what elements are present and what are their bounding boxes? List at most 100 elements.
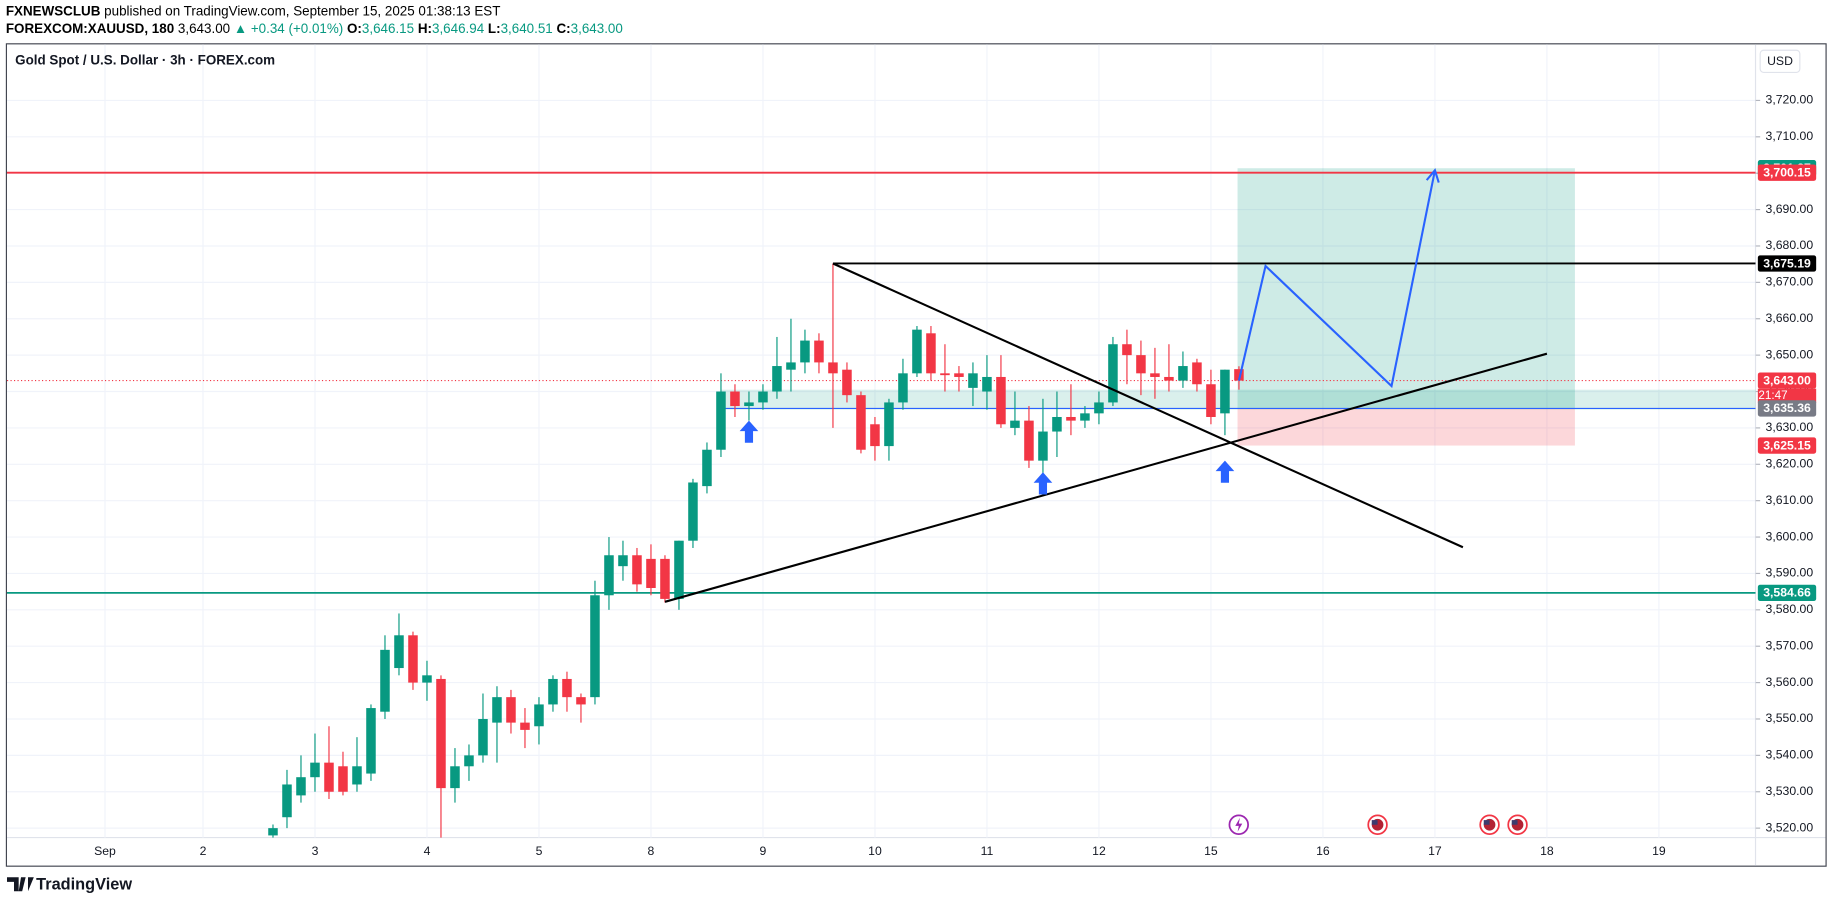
axes: Sep 2 3 4 5 8 9 10 11 12 15 16 17 18 19 3,520.00 3,530.0…	[94, 93, 1817, 858]
event-icon[interactable]	[1367, 814, 1388, 835]
currency[interactable]: USD	[1767, 54, 1793, 68]
ohlc-key: C:	[556, 21, 570, 36]
candle-body	[1164, 376, 1174, 381]
x-tick-label: 16	[1316, 844, 1330, 858]
x-tick-label: 9	[760, 844, 767, 858]
event-icon-glyph	[1235, 817, 1243, 832]
y-tick-label: 3,600.00	[1766, 529, 1814, 543]
candle-body	[450, 766, 460, 789]
y-tick-label: 3,560.00	[1766, 675, 1814, 689]
candle-body	[702, 449, 712, 487]
candle-body	[1178, 366, 1188, 381]
candle-body	[464, 755, 474, 767]
candle-body	[856, 395, 866, 450]
candle-body	[1024, 420, 1034, 461]
ohlc-key: L:	[488, 21, 501, 36]
countdown: 21:47	[1758, 389, 1787, 402]
candle-body	[576, 697, 586, 705]
candle-body	[436, 678, 446, 789]
up-arrow	[1033, 472, 1053, 495]
y-tick-label: 3,610.00	[1766, 493, 1814, 507]
candle-body	[380, 649, 390, 712]
price-label: 3,675.19	[1763, 256, 1811, 270]
up-arrow	[1215, 460, 1235, 483]
candle-body	[800, 340, 810, 363]
candle-body	[408, 635, 418, 683]
y-tick-label: 3,540.00	[1766, 748, 1814, 762]
last: 3,643.00	[178, 21, 230, 36]
candle-body	[842, 369, 852, 396]
candle-body	[786, 362, 796, 370]
candle-body	[744, 402, 754, 407]
price-label: 3,635.36	[1763, 401, 1811, 415]
countdown-tag	[1757, 388, 1817, 403]
candle-body	[590, 595, 600, 698]
candle-body	[562, 678, 572, 698]
candle-body	[660, 558, 670, 599]
candle-body	[478, 718, 488, 756]
chart-frame	[5, 43, 1827, 867]
ohlc-value: 3,643.00	[571, 21, 623, 36]
candle-body	[1234, 369, 1244, 381]
candle-body	[366, 708, 376, 774]
ohlc-value: 3,640.51	[501, 21, 553, 36]
x-tick-label: 11	[981, 844, 994, 858]
x-tick-label: 10	[868, 844, 882, 858]
candle-body	[394, 635, 404, 669]
footer-brand[interactable]: TradingView	[36, 876, 132, 894]
price-label: 3,584.66	[1763, 586, 1811, 600]
candle-body	[1108, 344, 1118, 403]
candle-body	[940, 373, 950, 376]
event-icon[interactable]	[1507, 814, 1528, 835]
price-label: 3,625.15	[1763, 438, 1811, 452]
candle-body	[422, 675, 432, 683]
y-tick-label: 3,710.00	[1766, 129, 1814, 143]
candle-body	[758, 391, 768, 403]
x-tick-label: 3	[312, 844, 319, 858]
currency-button[interactable]	[1759, 49, 1801, 73]
ohlc-value: 3,646.15	[362, 21, 414, 36]
candle-body	[604, 555, 614, 596]
event-icon[interactable]	[1479, 814, 1500, 835]
change: ▲ +0.34 (+0.01%)	[234, 21, 343, 36]
plot	[6, 168, 1756, 838]
candle-body	[296, 777, 306, 796]
price-label-tag	[1757, 372, 1817, 389]
x-tick-label: 2	[200, 844, 207, 858]
candle-body	[1010, 420, 1020, 428]
projection-path	[1237, 170, 1436, 389]
y-tick-label: 3,670.00	[1766, 275, 1814, 289]
candle-body	[730, 391, 740, 407]
candle-body	[982, 376, 992, 392]
y-tick-label: 3,630.00	[1766, 420, 1814, 434]
candle-body	[954, 373, 964, 377]
x-tick-label: 4	[424, 844, 431, 858]
y-tick-label: 3,650.00	[1766, 347, 1814, 361]
candle-body	[646, 558, 656, 588]
candle-body	[1136, 355, 1146, 374]
ohlc-key: O:	[347, 21, 362, 36]
candle-body	[310, 762, 320, 778]
price-label: 3,643.00	[1763, 373, 1811, 387]
candle-body	[534, 704, 544, 727]
candle-body	[338, 766, 348, 792]
y-tick-label: 3,530.00	[1766, 784, 1814, 798]
y-tick-label: 3,680.00	[1766, 238, 1814, 252]
y-tick-label: 3,620.00	[1766, 457, 1814, 471]
logo-mark	[6, 877, 34, 892]
header-line-1: FXNEWSCLUB published on TradingView.com,…	[6, 3, 501, 18]
candle-body	[1094, 402, 1104, 414]
x-tick-label: 19	[1652, 844, 1666, 858]
legend-title: Gold Spot / U.S. Dollar · 3h · FOREX.com	[15, 52, 275, 67]
candle-body	[884, 402, 894, 447]
candle-body	[926, 333, 936, 374]
candle-body	[912, 329, 922, 374]
candle-body	[632, 555, 642, 585]
candle-body	[996, 376, 1006, 425]
price-label-tag	[1757, 584, 1817, 602]
price-label-tag	[1757, 400, 1817, 417]
candle-body	[716, 391, 726, 450]
candle-body	[674, 540, 684, 599]
author[interactable]: FXNEWSCLUB	[6, 3, 101, 18]
